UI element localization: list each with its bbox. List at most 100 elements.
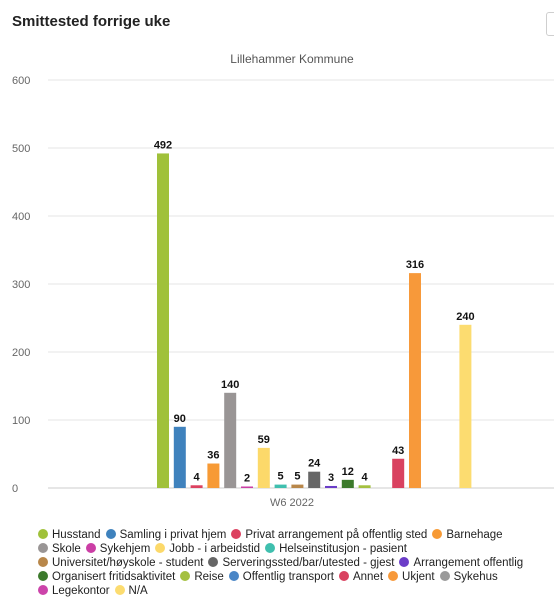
data-label: 316 xyxy=(406,259,424,271)
legend-marker-icon xyxy=(432,529,443,539)
legend-item[interactable]: Serveringssted/bar/utested - gjest xyxy=(208,556,394,570)
bar[interactable] xyxy=(274,484,287,488)
legend-marker-icon xyxy=(231,529,242,539)
bar[interactable] xyxy=(173,426,186,488)
legend-marker-icon xyxy=(38,571,48,581)
bar[interactable] xyxy=(190,485,203,488)
data-label: 492 xyxy=(154,139,172,151)
legend-item[interactable]: Sykehjem xyxy=(85,542,150,556)
bar[interactable] xyxy=(325,485,337,488)
legend-label: Legekontor xyxy=(52,585,110,597)
legend-row: Skole Sykehjem Jobb - i arbeidstid Helseins… xyxy=(38,542,554,556)
bar-chart: Lillehammer Kommune 0 100 200 300 400 500 600 W… xyxy=(12,52,554,509)
legend-marker-icon xyxy=(265,543,276,553)
legend-item[interactable]: Universitet/høyskole - student xyxy=(38,556,203,570)
bar[interactable] xyxy=(459,324,472,488)
bar[interactable] xyxy=(358,485,371,488)
legend-marker-icon xyxy=(38,529,48,539)
legend-item[interactable]: Arrangement offentlig xyxy=(399,556,523,570)
legend-item[interactable]: Privat arrangement på offentlig sted xyxy=(231,528,427,542)
legend-item[interactable]: Sykehus xyxy=(439,570,498,584)
legend-label: Samling i privat hjem xyxy=(119,529,227,541)
legend-marker-icon xyxy=(208,557,219,567)
chart-legend: Husstand Samling i privat hjem Privat arra… xyxy=(38,528,554,598)
y-tick-label: 500 xyxy=(12,143,30,155)
data-label: 240 xyxy=(456,311,474,323)
chart-subtitle: Lillehammer Kommune xyxy=(230,52,354,66)
legend-label: Barnehage xyxy=(446,529,503,541)
legend-label: Organisert fritidsaktivitet xyxy=(52,571,176,583)
data-label: 5 xyxy=(294,471,300,483)
legend-label: Reise xyxy=(194,571,224,583)
legend-item[interactable]: Jobb - i arbeidstid xyxy=(155,542,260,556)
legend-label: Universitet/høyskole - student xyxy=(52,557,204,569)
legend-item[interactable]: Organisert fritidsaktivitet xyxy=(38,570,175,584)
bar[interactable] xyxy=(241,486,253,489)
data-label: 12 xyxy=(342,466,354,478)
bar[interactable] xyxy=(291,484,304,488)
legend-row: Universitet/høyskole - student Serverings… xyxy=(38,556,554,570)
legend-label: Privat arrangement på offentlig sted xyxy=(245,529,428,541)
legend-marker-icon xyxy=(85,543,96,553)
legend-item[interactable]: Ukjent xyxy=(388,570,435,584)
legend-label: Annet xyxy=(352,571,384,583)
data-label: 24 xyxy=(308,458,321,470)
legend-label: Helseinstitusjon - pasient xyxy=(279,543,407,555)
legend-row: Organisert fritidsaktivitet Reise Offentli… xyxy=(38,570,554,584)
y-tick-label: 300 xyxy=(12,279,30,291)
data-label: 2 xyxy=(244,473,250,485)
data-label: 140 xyxy=(221,379,239,391)
data-label: 4 xyxy=(362,471,369,483)
legend-item[interactable]: N/A xyxy=(114,584,148,598)
y-tick-label: 400 xyxy=(12,211,30,223)
bar[interactable] xyxy=(308,471,321,488)
legend-marker-icon xyxy=(114,585,125,595)
data-label: 4 xyxy=(194,471,201,483)
legend-marker-icon xyxy=(38,585,48,595)
legend-item[interactable]: Husstand xyxy=(38,528,101,542)
legend-row: Legekontor N/A xyxy=(38,584,554,598)
bar[interactable] xyxy=(157,153,169,488)
y-tick-label: 600 xyxy=(12,75,30,87)
legend-marker-icon xyxy=(439,571,450,581)
data-label: 3 xyxy=(328,472,334,484)
legend-label: Jobb - i arbeidstid xyxy=(169,543,261,555)
legend-label: Husstand xyxy=(52,529,101,541)
legend-marker-icon xyxy=(180,571,191,581)
legend-marker-icon xyxy=(105,529,116,539)
legend-label: Arrangement offentlig xyxy=(413,557,524,569)
legend-marker-icon xyxy=(38,557,48,567)
legend-item[interactable]: Reise xyxy=(180,570,224,584)
legend-marker-icon xyxy=(38,543,48,553)
legend-item[interactable]: Barnehage xyxy=(432,528,503,542)
y-tick-label: 0 xyxy=(12,483,18,495)
bar[interactable] xyxy=(392,458,405,488)
data-label: 5 xyxy=(278,471,284,483)
bar[interactable] xyxy=(207,463,220,488)
legend-row: Husstand Samling i privat hjem Privat arra… xyxy=(38,528,554,542)
legend-marker-icon xyxy=(388,571,399,581)
legend-item[interactable]: Offentlig transport xyxy=(228,570,334,584)
bar[interactable] xyxy=(224,392,237,488)
legend-marker-icon xyxy=(228,571,239,581)
x-tick-label: W6 2022 xyxy=(270,497,314,509)
bar[interactable] xyxy=(341,479,354,488)
legend-item[interactable]: Annet xyxy=(338,570,384,584)
legend-label: Ukjent xyxy=(402,571,435,583)
legend-item[interactable]: Skole xyxy=(38,542,81,556)
legend-item[interactable]: Samling i privat hjem xyxy=(105,528,227,542)
chart-menu-button[interactable] xyxy=(546,12,554,36)
legend-marker-icon xyxy=(399,557,410,567)
legend-item[interactable]: Legekontor xyxy=(38,584,110,598)
legend-label: Offentlig transport xyxy=(242,571,334,583)
legend-item[interactable]: Helseinstitusjon - pasient xyxy=(265,542,407,556)
legend-label: Skole xyxy=(52,543,81,555)
legend-label: N/A xyxy=(128,585,148,597)
y-tick-label: 100 xyxy=(12,415,30,427)
bar[interactable] xyxy=(409,273,421,488)
bar[interactable] xyxy=(257,447,270,488)
data-label: 59 xyxy=(258,434,270,446)
data-label: 36 xyxy=(207,450,219,462)
legend-marker-icon xyxy=(338,571,349,581)
data-label: 90 xyxy=(174,413,186,425)
